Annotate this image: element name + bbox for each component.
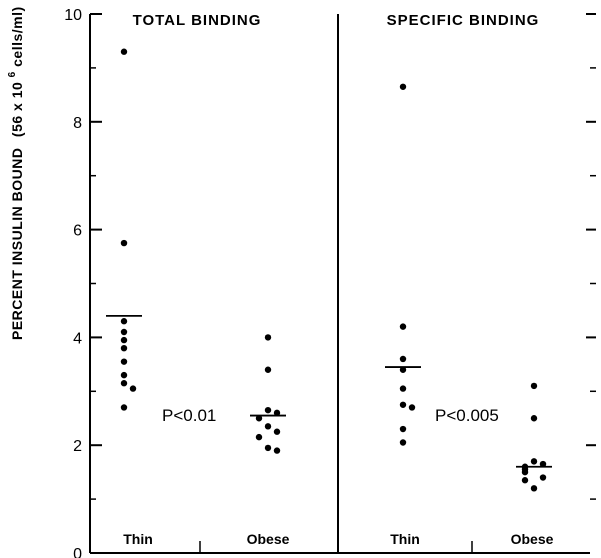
data-marks — [106, 48, 552, 492]
data-point — [539, 474, 547, 481]
data-point — [120, 336, 128, 344]
data-point — [120, 380, 128, 387]
y-axis-label-unit: (56 x 10 — [9, 82, 25, 137]
data-point — [399, 83, 407, 90]
data-point — [399, 425, 407, 433]
data-point — [399, 401, 407, 408]
data-point — [399, 439, 407, 446]
group-label-total-thin: Thin — [123, 531, 153, 547]
data-point — [408, 404, 416, 411]
data-point — [399, 385, 407, 392]
data-point — [120, 318, 128, 325]
y-axis-label: PERCENT INSULIN BOUND (56 x 10 6 cells/m… — [2, 6, 25, 340]
y-tick-label-6: 6 — [73, 223, 82, 240]
panel-title-total: TOTAL BINDING — [133, 12, 262, 29]
group-label-specific-thin: Thin — [390, 531, 420, 547]
group-label-total-obese: Obese — [247, 531, 290, 547]
panel-title-specific: SPECIFIC BINDING — [387, 12, 540, 29]
data-point — [255, 415, 263, 422]
data-point — [120, 371, 128, 379]
y-axis-label-main: PERCENT INSULIN BOUND — [9, 147, 25, 340]
data-point — [521, 477, 529, 484]
y-tick-label-8: 8 — [73, 115, 82, 132]
data-point — [530, 382, 538, 390]
y-tick-label-4: 4 — [73, 330, 82, 347]
data-point — [530, 485, 538, 492]
data-point — [120, 344, 128, 352]
data-point — [120, 328, 128, 336]
data-point — [530, 415, 538, 422]
data-point — [120, 239, 128, 247]
y-tick-label-10: 10 — [64, 7, 82, 24]
data-point — [399, 355, 407, 363]
data-point — [264, 444, 272, 452]
frame — [89, 14, 590, 554]
data-point — [120, 358, 128, 365]
data-point — [399, 323, 407, 330]
y-axis-label-exponent: 6 — [7, 71, 18, 77]
data-point — [264, 406, 272, 414]
data-point — [264, 423, 272, 430]
data-point — [399, 366, 407, 373]
y-tick-label-0: 0 — [73, 546, 82, 558]
p-value-total: P<0.01 — [162, 406, 216, 425]
y-tick-label-2: 2 — [73, 438, 82, 455]
p-value-specific: P<0.005 — [435, 406, 499, 425]
data-point — [120, 404, 128, 411]
data-point — [255, 433, 263, 441]
y-axis-ticks: 0 2 4 6 8 10 — [64, 7, 102, 558]
data-point — [129, 385, 137, 392]
data-point — [120, 48, 128, 55]
y-axis-label-unit-tail: cells/ml) — [9, 6, 25, 67]
data-point — [273, 447, 281, 454]
data-point — [264, 334, 272, 341]
data-point — [273, 428, 281, 435]
right-axis-ticks — [586, 13, 596, 500]
group-label-specific-obese: Obese — [511, 531, 554, 547]
data-point — [273, 409, 281, 417]
data-point — [521, 468, 529, 476]
data-point — [264, 366, 272, 373]
data-point — [539, 460, 547, 468]
data-point — [530, 458, 538, 465]
